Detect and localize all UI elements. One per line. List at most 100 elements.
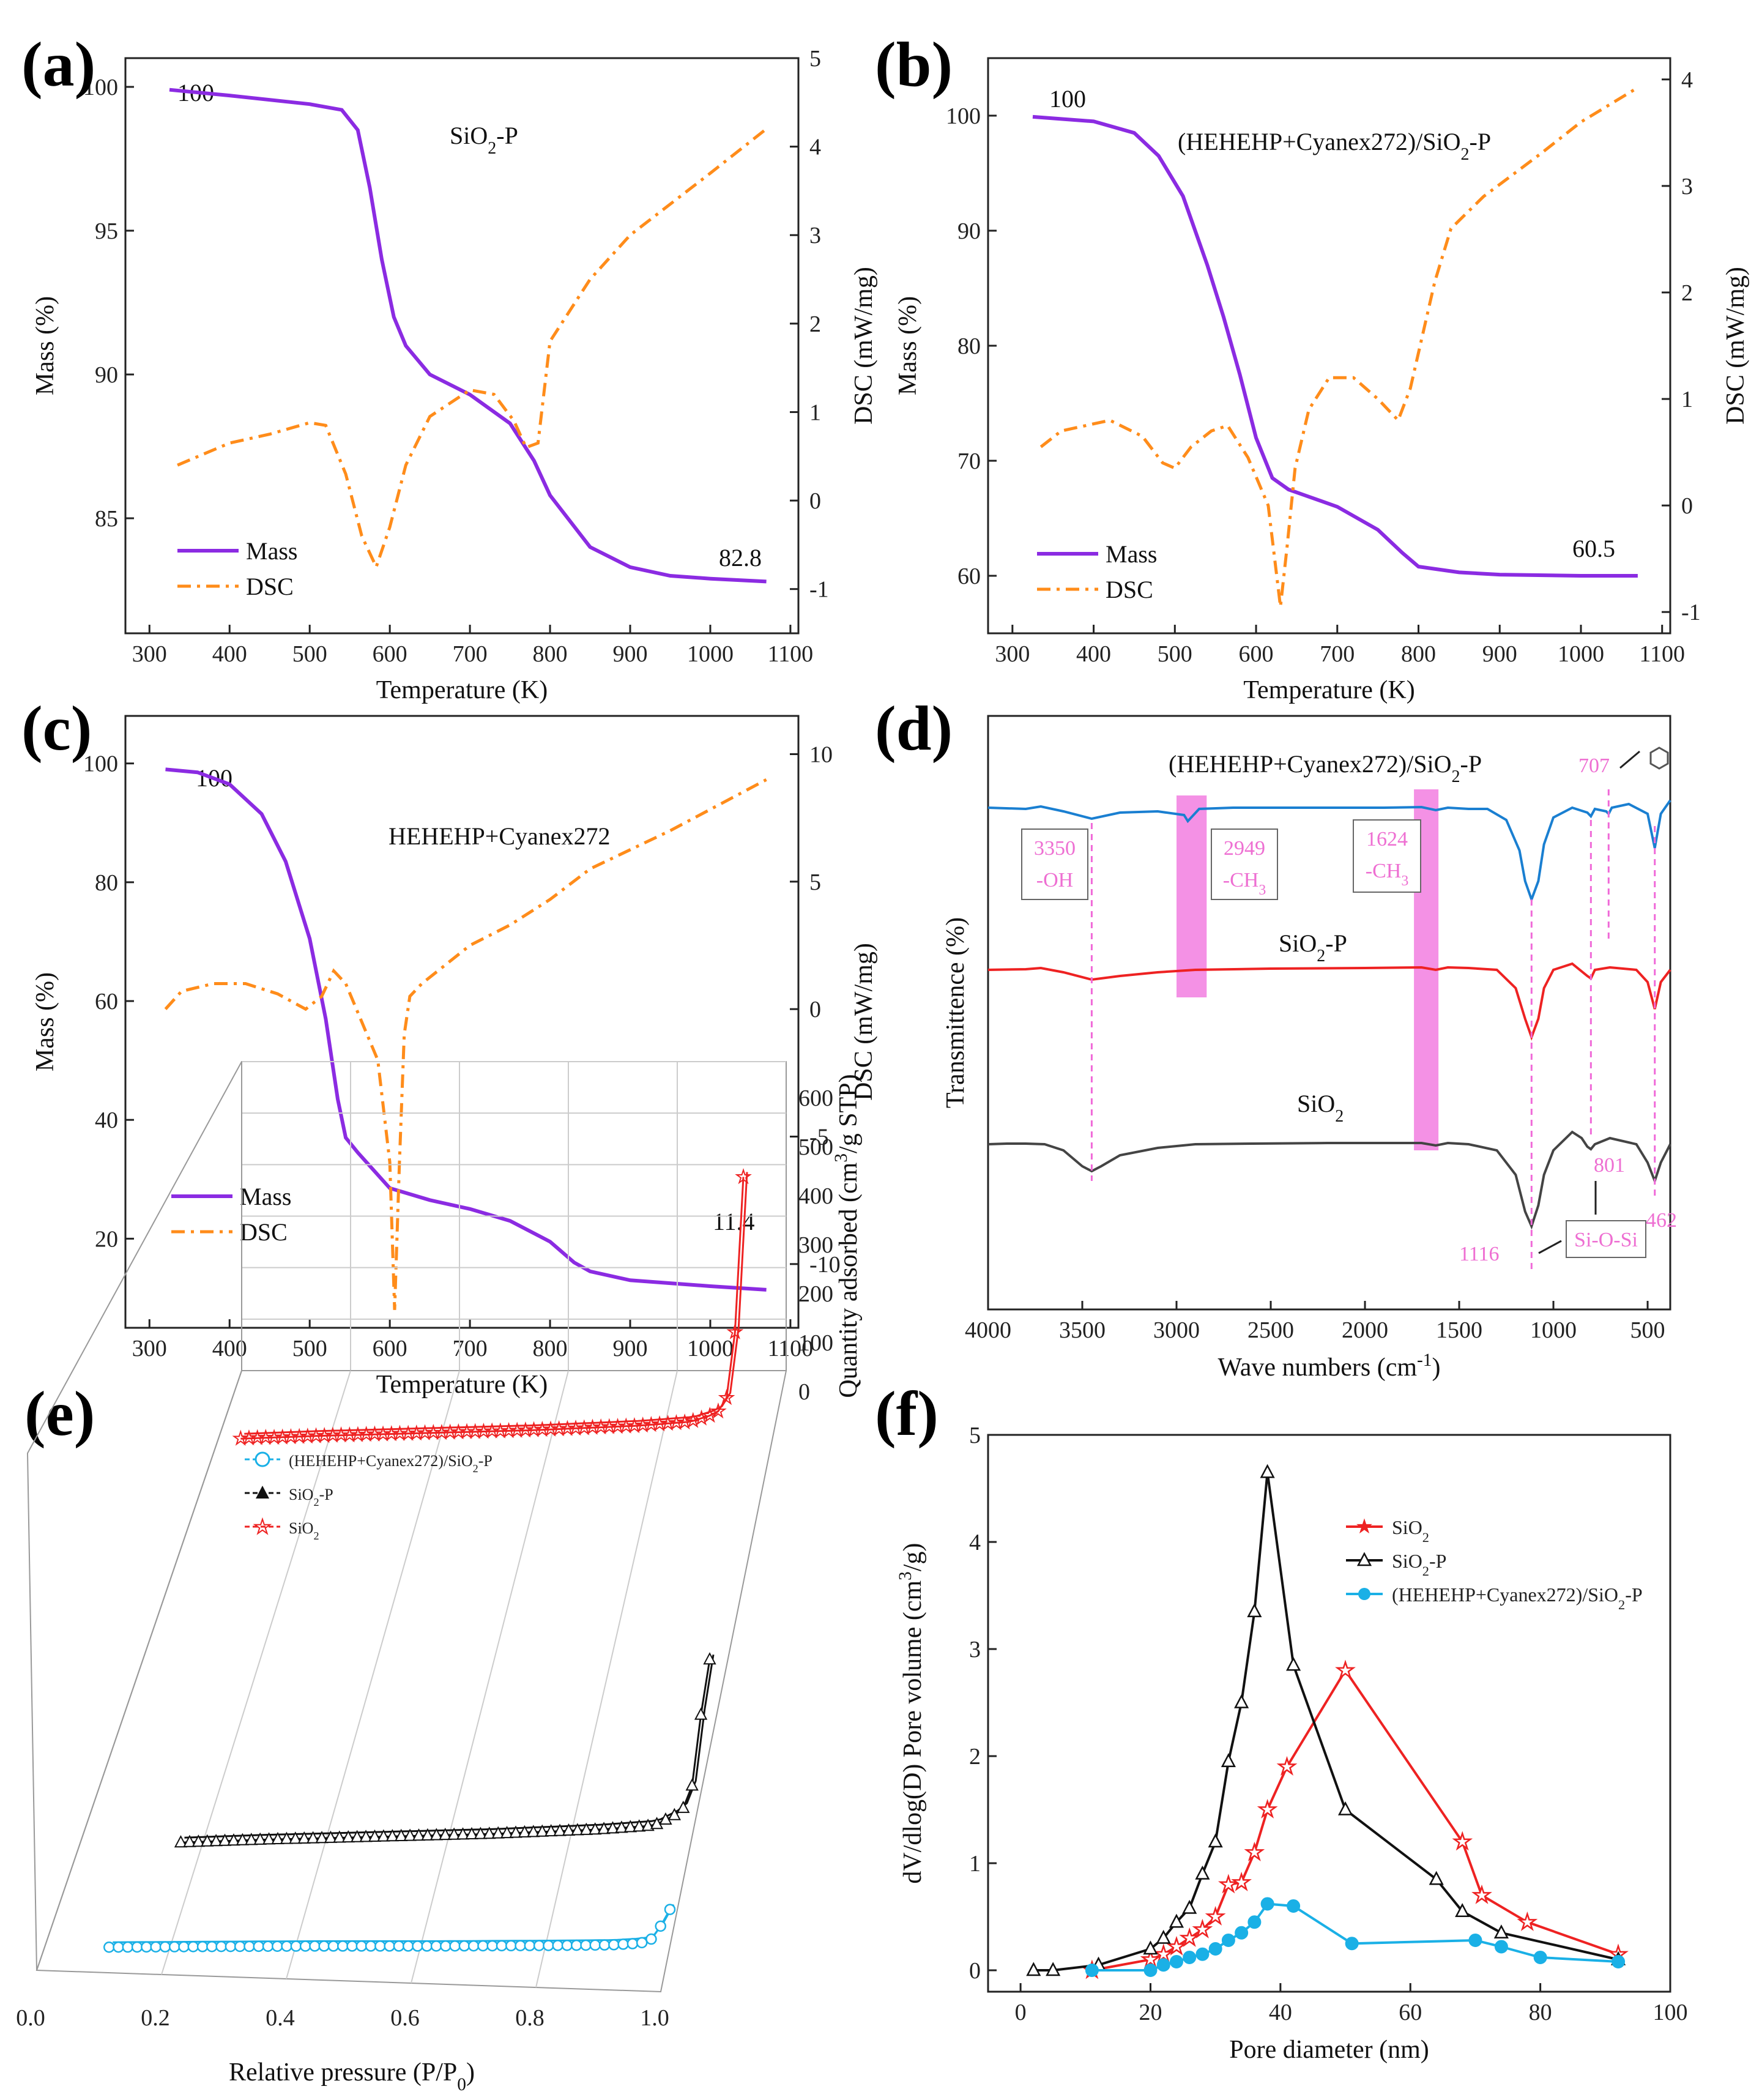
y-axis-label: Mass (%) bbox=[31, 972, 59, 1071]
star-marker: ★ bbox=[543, 1420, 558, 1439]
triangle-marker bbox=[544, 1824, 558, 1837]
x-tick-label: 700 bbox=[453, 1336, 488, 1361]
y-tick-label: 90 bbox=[95, 362, 118, 388]
triangle-marker bbox=[491, 1826, 505, 1839]
y-tick-label: -1 bbox=[1681, 600, 1701, 625]
annotation-text: 3350 bbox=[1034, 837, 1076, 860]
x-tick-label: 1100 bbox=[768, 1336, 814, 1361]
label-blue-series: (HEHEHP+Cyanex272)/SiO2-P bbox=[1169, 750, 1482, 786]
star-marker: ★ bbox=[669, 1413, 684, 1432]
z-tick-label: 600 bbox=[798, 1085, 833, 1111]
triangle-marker bbox=[1429, 1871, 1444, 1885]
circle-marker bbox=[150, 1941, 162, 1953]
y-tick-label: 3 bbox=[1681, 174, 1693, 199]
y-axis-label: Transmittence (%) bbox=[942, 917, 970, 1108]
triangle-marker bbox=[1260, 1464, 1275, 1478]
x-tick-label: 1000 bbox=[1558, 641, 1604, 667]
triangle-marker bbox=[1169, 1913, 1184, 1928]
triangle-marker bbox=[1337, 1801, 1353, 1815]
x-tick-label: 500 bbox=[1630, 1317, 1665, 1343]
star-marker: ★ bbox=[694, 1409, 709, 1428]
circle-marker bbox=[225, 1940, 237, 1953]
circle-marker bbox=[421, 1940, 433, 1952]
circle-marker bbox=[449, 1940, 461, 1952]
legend-dsc-label: DSC bbox=[246, 573, 294, 600]
star-marker: ★ bbox=[560, 1420, 575, 1439]
legend-mass-label: Mass bbox=[246, 537, 297, 565]
star-marker: ★ bbox=[476, 1422, 491, 1441]
star-marker: ★ bbox=[1277, 1756, 1296, 1779]
legend-label: (HEHEHP+Cyanex272)/SiO2-P bbox=[1392, 1584, 1643, 1612]
triangle-marker bbox=[1182, 1899, 1197, 1914]
triangle-marker bbox=[509, 1825, 522, 1838]
legend-marker: ★ bbox=[254, 1516, 272, 1538]
star-marker: ★ bbox=[601, 1418, 617, 1437]
y-tick-label: -1 bbox=[809, 577, 829, 603]
star-marker: ★ bbox=[551, 1420, 567, 1439]
y-tick-label: 2 bbox=[809, 311, 821, 337]
y-tick-label: 70 bbox=[957, 449, 981, 474]
star-marker: ★ bbox=[619, 1417, 634, 1436]
circle-marker bbox=[580, 1939, 592, 1951]
circle-marker bbox=[1494, 1940, 1508, 1954]
y-tick-label: 100 bbox=[83, 751, 118, 777]
circle-marker bbox=[374, 1940, 386, 1952]
triangle-marker bbox=[623, 1820, 637, 1833]
legend-dsc-label: DSC bbox=[240, 1218, 288, 1246]
star-marker: ★ bbox=[1336, 1659, 1355, 1682]
y-tick-label: 1 bbox=[969, 1851, 981, 1877]
circle-marker bbox=[570, 1939, 582, 1951]
x-tick-label: 20 bbox=[1139, 2000, 1162, 2025]
star-marker: ★ bbox=[325, 1426, 340, 1445]
star-marker: ★ bbox=[467, 1423, 483, 1442]
z-tick-label: 200 bbox=[798, 1281, 833, 1307]
circle-marker bbox=[664, 1904, 676, 1915]
triangle-marker bbox=[218, 1833, 232, 1846]
triangle-marker bbox=[1026, 1962, 1041, 1976]
x-tick-label: 0.4 bbox=[266, 2005, 295, 2031]
triangle-marker bbox=[289, 1831, 302, 1844]
y-tick-label: 100 bbox=[946, 103, 981, 129]
annotation-box bbox=[1211, 828, 1278, 900]
x-tick-label: 900 bbox=[1482, 641, 1517, 667]
x-tick-label: 3500 bbox=[1059, 1317, 1106, 1343]
end-mass-label: 60.5 bbox=[1572, 535, 1615, 562]
triangle-marker bbox=[183, 1834, 196, 1847]
circle-marker bbox=[1085, 1964, 1099, 1977]
triangle-marker bbox=[191, 1834, 205, 1847]
triangle-marker bbox=[1195, 1865, 1210, 1880]
star-marker: ★ bbox=[510, 1421, 525, 1440]
triangle-marker bbox=[562, 1823, 576, 1836]
triangle-marker bbox=[659, 1812, 672, 1825]
star-marker: ★ bbox=[719, 1389, 734, 1408]
x-tick-label: 600 bbox=[1239, 641, 1274, 667]
triangle-marker bbox=[280, 1831, 294, 1844]
triangle-marker bbox=[359, 1830, 373, 1842]
isotherm-line bbox=[240, 1177, 745, 1440]
triangle-marker bbox=[403, 1828, 417, 1841]
y2-axis-label: DSC (mW/mg) bbox=[850, 267, 878, 425]
z-tick-label: 500 bbox=[798, 1134, 833, 1160]
y-tick-label: 95 bbox=[95, 218, 118, 244]
triangle-marker bbox=[1143, 1940, 1158, 1955]
legend-mass-label: Mass bbox=[1106, 540, 1157, 568]
spectrum-line bbox=[987, 1130, 1671, 1230]
y-axis-label: Mass (%) bbox=[894, 296, 922, 395]
y-tick-label: -5 bbox=[809, 1125, 829, 1150]
circle-marker bbox=[515, 1940, 526, 1951]
star-marker: ★ bbox=[685, 1412, 701, 1431]
x-tick-label: 1100 bbox=[768, 641, 814, 667]
star-marker: ★ bbox=[300, 1427, 315, 1446]
x-tick-label: 400 bbox=[212, 641, 247, 667]
star-marker: ★ bbox=[702, 1406, 718, 1425]
y-tick-label: 2 bbox=[1681, 280, 1693, 306]
star-marker: ★ bbox=[333, 1426, 349, 1445]
y-tick-label: 3 bbox=[969, 1637, 981, 1662]
grid-line bbox=[161, 1370, 351, 1975]
star-marker: ★ bbox=[1180, 1927, 1199, 1950]
annotation-box bbox=[1353, 819, 1421, 893]
annotation-text: -CH3 bbox=[1223, 869, 1266, 898]
circle-marker bbox=[1612, 1955, 1626, 1968]
triangle-marker bbox=[368, 1829, 382, 1842]
spectrum-line bbox=[987, 962, 1671, 1041]
